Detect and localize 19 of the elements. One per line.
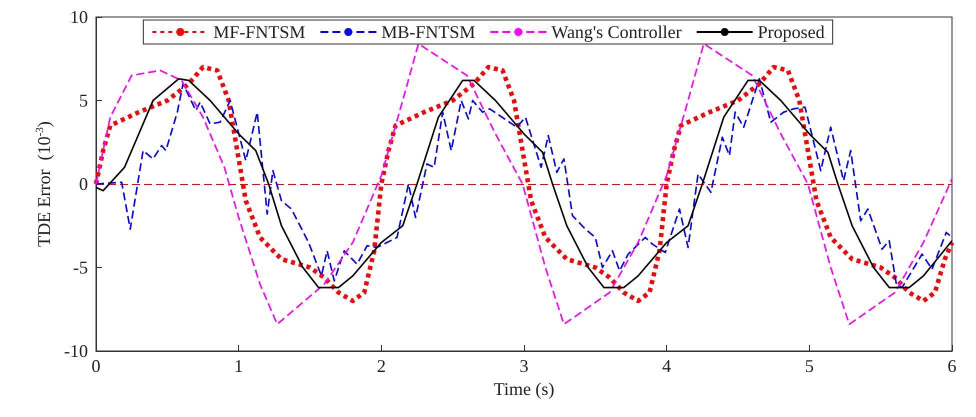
y-tick-label: 10: [70, 7, 88, 27]
x-tick-label: 6: [948, 356, 956, 376]
x-tick-label: 3: [520, 356, 528, 376]
y-axis-title: TDE Error (10-3): [34, 121, 54, 247]
legend-label: Proposed: [758, 22, 825, 42]
line-series: [95, 42, 953, 326]
x-axis-title: Time (s): [494, 378, 554, 399]
y-tick-label: -10: [64, 341, 88, 361]
x-tick-label: 4: [662, 356, 672, 376]
y-tick-label: 0: [79, 174, 88, 194]
x-tick-label: 5: [804, 356, 814, 376]
legend-label: Wang's Controller: [551, 22, 682, 42]
x-tick-label: 0: [92, 356, 100, 376]
y-tick-label: 5: [79, 90, 88, 110]
x-tick-label: 2: [376, 356, 386, 376]
y-tick-label: -5: [73, 258, 88, 278]
x-tick-label: 1: [234, 356, 244, 376]
legend-label: MF-FNTSM: [213, 22, 306, 42]
legend-label: MB-FNTSM: [381, 22, 476, 42]
